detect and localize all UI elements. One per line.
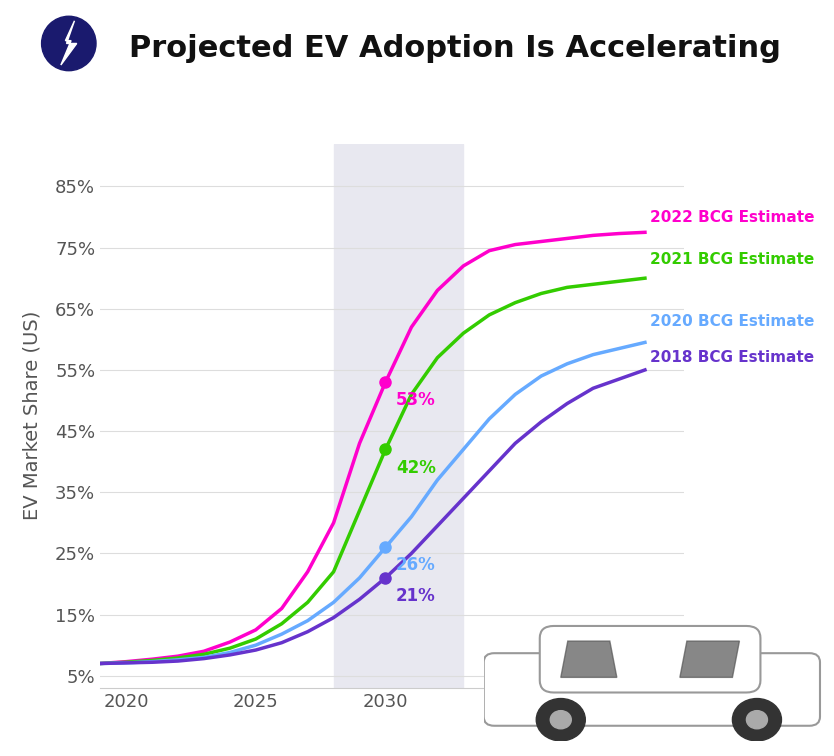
Y-axis label: EV Market Share (US): EV Market Share (US) xyxy=(23,311,41,520)
Polygon shape xyxy=(680,641,740,677)
Text: 2018 BCG Estimate: 2018 BCG Estimate xyxy=(651,350,814,365)
Text: 26%: 26% xyxy=(396,556,435,575)
Circle shape xyxy=(746,711,767,729)
Text: 53%: 53% xyxy=(396,392,435,409)
Circle shape xyxy=(732,699,781,741)
Circle shape xyxy=(550,711,571,729)
Circle shape xyxy=(42,17,96,71)
Bar xyxy=(334,144,464,688)
Text: 21%: 21% xyxy=(396,587,435,605)
Text: 42%: 42% xyxy=(396,459,435,476)
Polygon shape xyxy=(560,641,617,677)
Text: 2022 BCG Estimate: 2022 BCG Estimate xyxy=(651,209,815,225)
Circle shape xyxy=(536,699,585,741)
Text: 2020 BCG Estimate: 2020 BCG Estimate xyxy=(651,314,815,329)
Text: 2021 BCG Estimate: 2021 BCG Estimate xyxy=(651,253,814,268)
FancyBboxPatch shape xyxy=(484,653,820,726)
Polygon shape xyxy=(61,20,77,65)
Text: Projected EV Adoption Is Accelerating: Projected EV Adoption Is Accelerating xyxy=(129,34,781,63)
FancyBboxPatch shape xyxy=(540,626,761,692)
